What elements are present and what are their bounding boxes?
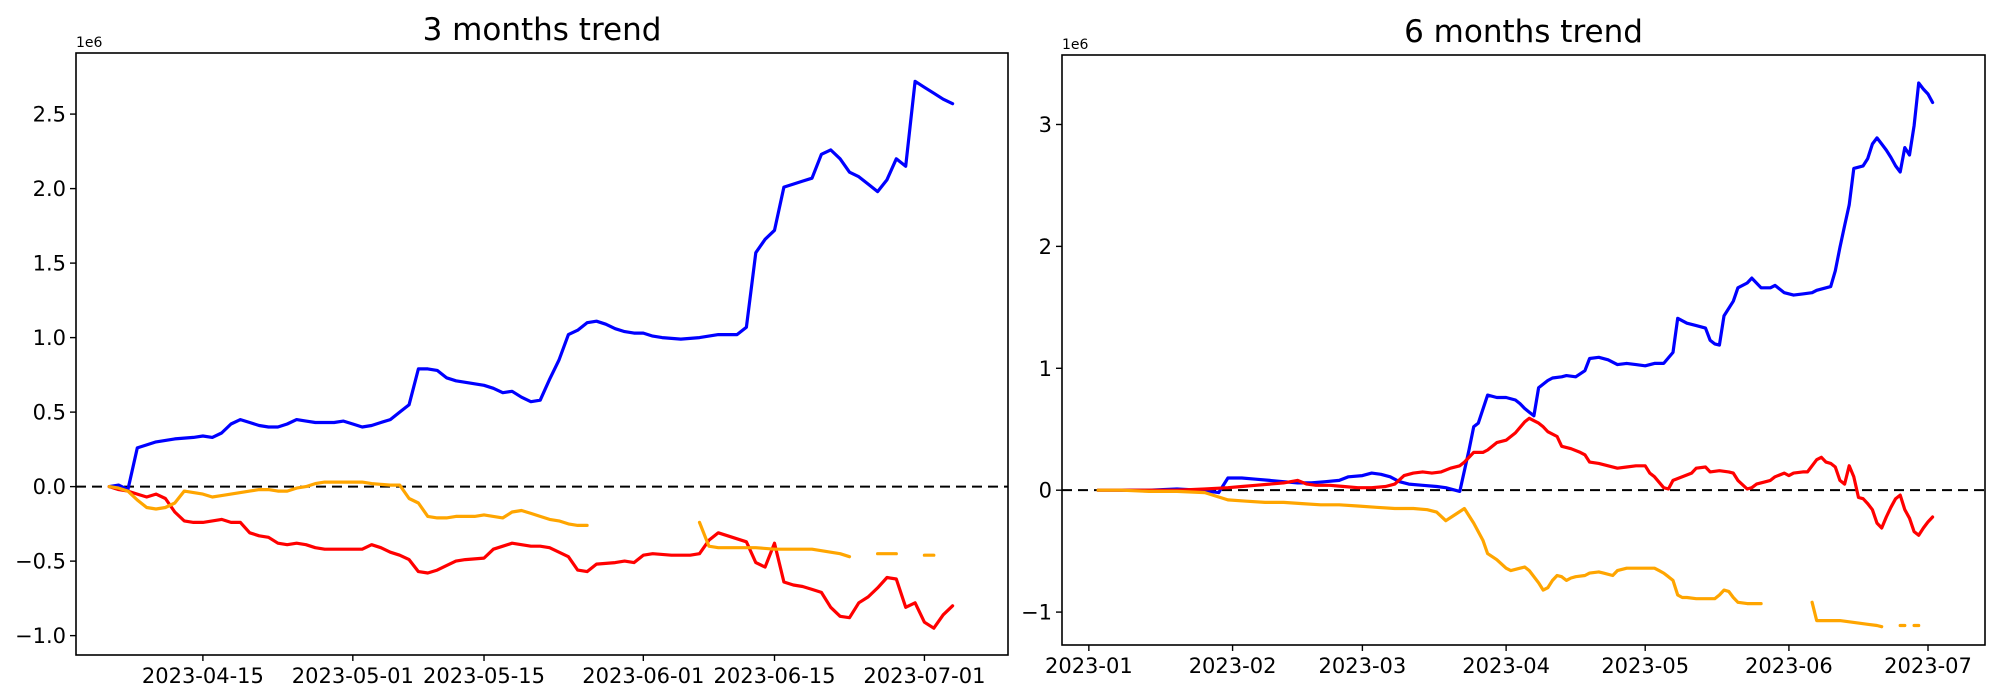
axes-spines [1061,54,1986,646]
y-tick-label: −0.5 [15,550,66,574]
x-tick-label: 2023-07-01 [863,664,985,688]
x-tick-label: 2023-05 [1601,654,1689,678]
series-blue-line [1096,81,1935,495]
series-red-line [1096,416,1935,537]
series-orange-line [697,520,852,559]
y-axis-offset-label: 1e6 [1062,37,1089,53]
x-tick-label: 2023-05-15 [423,664,545,688]
x-tick-label: 2023-06-15 [713,664,835,688]
x-tick-label: 2023-04 [1462,654,1550,678]
y-tick-label: 2.5 [33,103,66,127]
x-tick-label: 2023-03 [1319,654,1407,678]
x-tick-label: 2023-04-15 [142,664,264,688]
y-tick-label: 0.5 [33,401,66,425]
x-tick-label: 2023-05-01 [292,664,414,688]
x-tick-label: 2023-07 [1884,654,1972,678]
y-tick-label: 1.5 [33,252,66,276]
chart-title: 3 months trend [423,12,662,48]
series-red-line [107,485,955,630]
chart-title: 6 months trend [1404,14,1643,50]
y-tick-label: 3 [1039,113,1052,137]
y-tick-label: 1 [1039,357,1052,381]
series-orange-line [1810,600,1884,629]
x-tick-label: 2023-06-01 [582,664,704,688]
y-tick-label: −1 [1021,601,1052,625]
x-tick-label: 2023-01 [1045,654,1133,678]
series-orange-line [1096,488,1763,606]
y-tick-label: 2 [1039,235,1052,259]
x-tick-label: 2023-06 [1745,654,1833,678]
series-blue-line [107,79,955,492]
chart-3-months-trend: 3 months trend 1e6 2023-04-15 2023-05-01 202… [15,12,1009,688]
y-axis-offset-label: 1e6 [76,35,103,51]
y-tick-label: 0.0 [33,475,66,499]
y-tick-label: 1.0 [33,326,66,350]
series-orange-line [107,480,589,528]
y-tick-label: −1.0 [15,624,66,648]
y-tick-label: 0 [1039,479,1052,503]
x-tick-label: 2023-02 [1189,654,1277,678]
axes-spines [75,52,1009,656]
y-tick-label: 2.0 [33,177,66,201]
